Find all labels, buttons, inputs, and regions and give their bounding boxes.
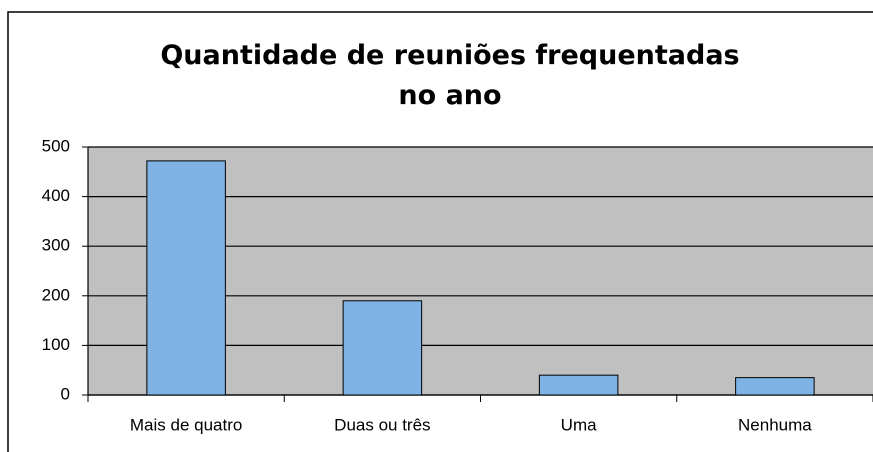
y-tick-label: 100 — [42, 335, 70, 354]
bar — [342, 300, 423, 396]
y-tick-label: 0 — [61, 384, 70, 403]
x-tick-label: Mais de quatro — [130, 415, 242, 434]
x-tick-label: Nenhuma — [738, 415, 812, 434]
chart-title: Quantidade de reuniões frequentadas no a… — [160, 40, 740, 111]
x-tick-label: Duas ou três — [334, 415, 430, 434]
x-tick-label: Uma — [561, 415, 597, 434]
y-tick-label: 500 — [42, 136, 70, 155]
y-tick-label: 300 — [42, 236, 70, 255]
y-tick-label: 200 — [42, 285, 70, 304]
bar — [735, 377, 815, 396]
y-tick-label: 400 — [42, 186, 70, 205]
bar — [538, 374, 619, 396]
bar — [146, 160, 226, 396]
